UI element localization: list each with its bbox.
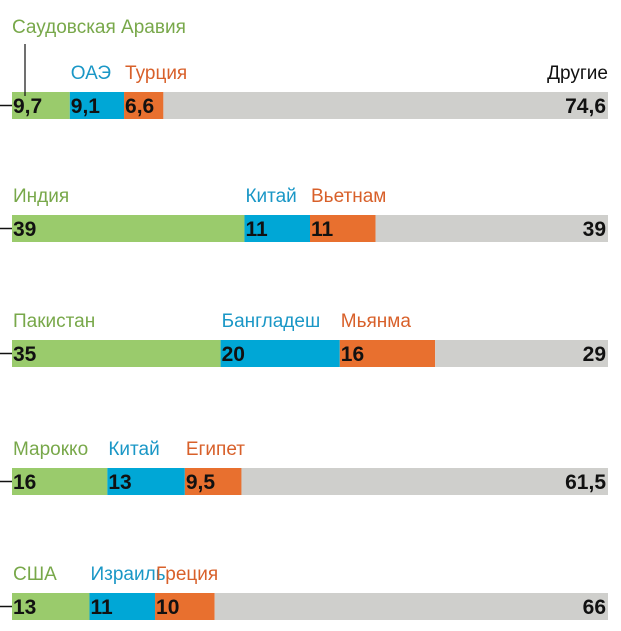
value-label: 13 (13, 596, 36, 619)
bar-segment (163, 92, 608, 119)
value-label: 29 (583, 343, 606, 366)
segment-label: Вьетнам (311, 186, 386, 207)
bar-segment (244, 215, 310, 242)
segment-label: Марокко (13, 439, 88, 460)
segment-label: ОАЭ (71, 63, 111, 84)
segment-label: Китай (108, 439, 159, 460)
value-label: 6,6 (125, 95, 154, 118)
bar-segment (220, 340, 340, 367)
bar-segment (89, 593, 156, 620)
bar-segment (184, 468, 242, 495)
segment-label: США (13, 564, 57, 585)
value-label: 11 (311, 218, 334, 241)
segment-label: Египет (186, 439, 245, 460)
value-label: 11 (90, 596, 113, 619)
value-label: 16 (13, 471, 36, 494)
bar-segment (107, 468, 185, 495)
bar-segment (155, 593, 215, 620)
value-label: 35 (13, 343, 37, 366)
bar-segment (12, 215, 245, 242)
value-label: 61,5 (565, 471, 606, 494)
bar-segment (241, 468, 608, 495)
segment-label: Другие (547, 63, 608, 84)
segment-label: Бангладеш (222, 311, 321, 332)
bar-segment (12, 593, 90, 620)
segment-label: Индия (13, 186, 69, 207)
segment-label: Саудовская Аравия (12, 17, 186, 38)
value-label: 16 (341, 343, 364, 366)
value-label: 10 (156, 596, 179, 619)
value-label: 66 (583, 596, 606, 619)
bar-segment (124, 92, 164, 119)
bar-segment (214, 593, 608, 620)
bar-segment (12, 92, 70, 119)
value-label: 20 (222, 343, 245, 366)
value-label: 39 (13, 218, 36, 241)
value-label: 39 (583, 218, 606, 241)
bar-segment (339, 340, 436, 367)
value-label: 9,1 (71, 95, 101, 118)
bar-segment (12, 340, 221, 367)
value-label: 13 (108, 471, 131, 494)
segment-label: Пакистан (13, 311, 95, 332)
segment-label: Мьянма (341, 311, 412, 332)
bar-segment (375, 215, 608, 242)
value-label: 9,5 (186, 471, 216, 494)
value-label: 9,7 (13, 95, 42, 118)
value-label: 74,6 (565, 95, 606, 118)
value-label: 11 (245, 218, 268, 241)
bar-segment (69, 92, 125, 119)
bar-segment (310, 215, 376, 242)
segment-label: Турция (125, 63, 187, 84)
segment-label: Греция (156, 564, 218, 585)
segment-label: Израиль (90, 564, 165, 585)
bar-segment (435, 340, 608, 367)
bar-segment (12, 468, 108, 495)
segment-label: Китай (245, 186, 296, 207)
